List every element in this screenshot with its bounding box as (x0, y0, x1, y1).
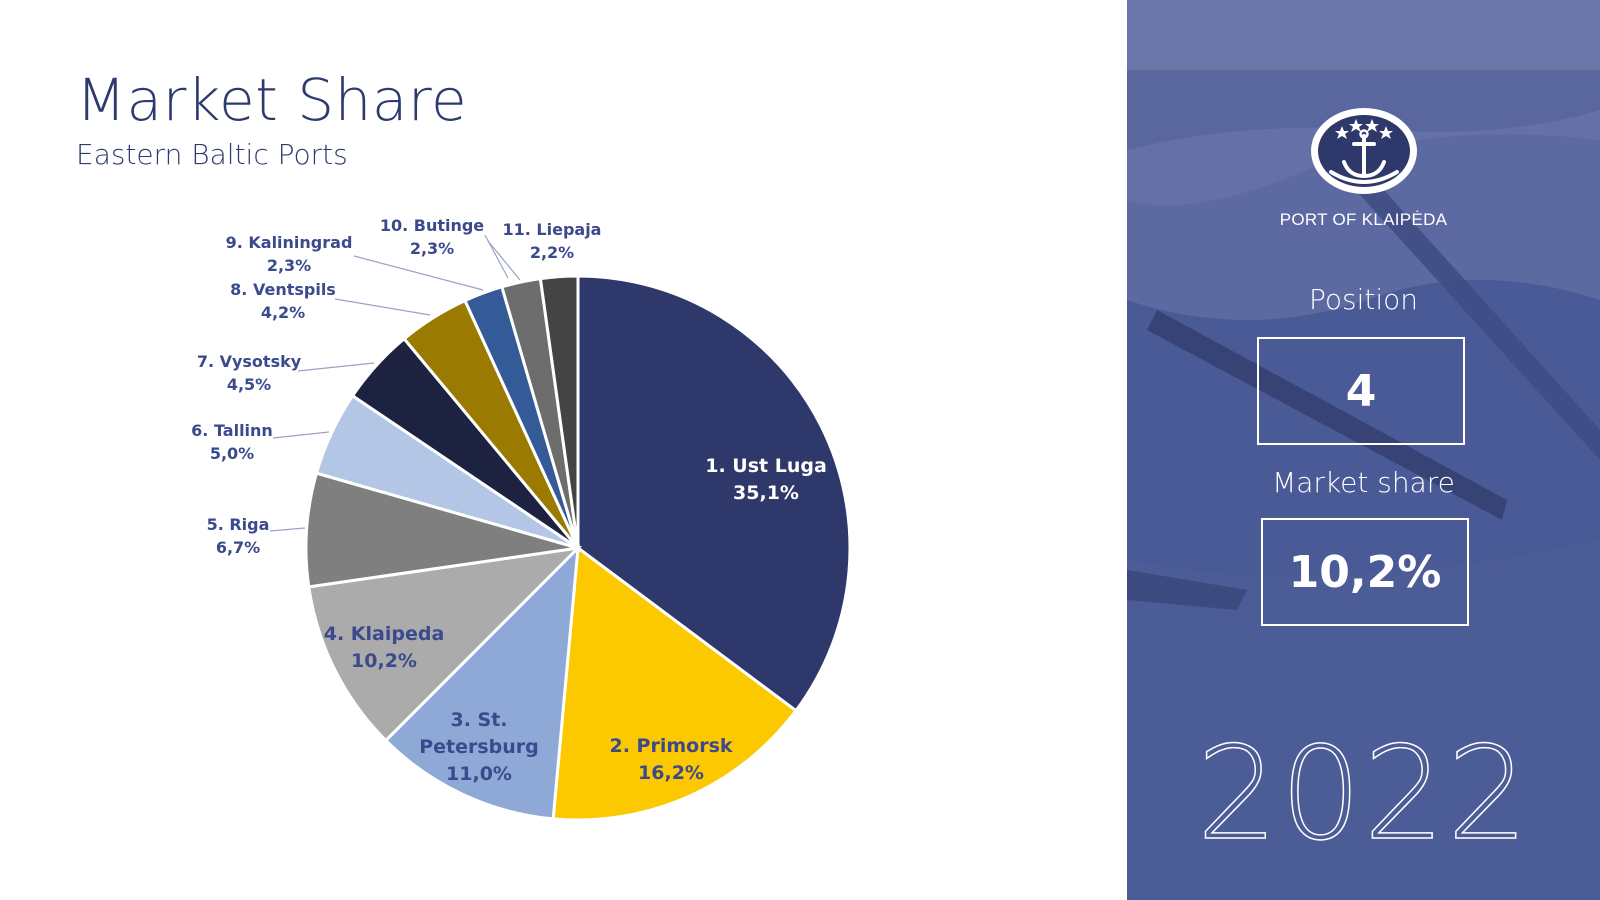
slice-label-7: 7. Vysotsky (197, 352, 302, 371)
slice-value-3: 11,0% (446, 763, 512, 785)
slice-label-8: 8. Ventspils (230, 280, 336, 299)
slice-label-11: 11. Liepaja (503, 220, 602, 239)
slice-value-9: 2,3% (267, 256, 311, 275)
leader-line-7 (297, 362, 375, 372)
leader-line-11 (487, 240, 521, 281)
position-value: 4 (1345, 365, 1377, 417)
slice-value-7: 4,5% (227, 375, 271, 394)
leader-line-6 (272, 431, 330, 439)
anchor-logo-icon (1310, 108, 1417, 194)
sidebar-panel: PORT OF KLAIPĖDA Position 4 Market share… (1127, 0, 1600, 900)
chart-panel: Market Share Eastern Baltic Ports 1. Ust… (76, 66, 852, 822)
slice-label-9: 9. Kaliningrad (226, 233, 353, 252)
harbor-photo-overlay (1127, 0, 1600, 900)
leader-line-5 (269, 527, 306, 532)
slice-label-4: 4. Klaipeda (324, 623, 445, 645)
port-logo (1127, 106, 1600, 200)
pie-slice-3 (383, 544, 580, 821)
pie-slice-1 (576, 274, 852, 713)
leader-line-8 (334, 298, 431, 316)
slice-value-1: 35,1% (733, 482, 799, 504)
slice-value-5: 6,7% (216, 538, 260, 557)
slice-value-2: 16,2% (638, 762, 704, 784)
page-title: Market Share (76, 66, 468, 134)
position-value-box: 4 (1257, 337, 1465, 445)
pie-slice-11 (538, 274, 580, 549)
market-share-value: 10,2% (1288, 546, 1442, 598)
pie-chart: 1. Ust Luga 35,1% 2. Primorsk 16,2% 3. St. Pe… (191, 216, 852, 822)
slice-value-10: 2,3% (410, 239, 454, 258)
year-display: 2022 (1196, 719, 1531, 870)
slice-label-2: 2. Primorsk (609, 735, 732, 757)
pie-slice-5 (304, 471, 579, 589)
slice-value-11: 2,2% (530, 243, 574, 262)
slice-value-6: 5,0% (210, 444, 254, 463)
slice-value-4: 10,2% (351, 650, 417, 672)
slice-value-8: 4,2% (261, 303, 305, 322)
leader-line-9 (353, 255, 484, 291)
slice-label-10: 10. Butinge (380, 216, 484, 235)
position-label: Position (1308, 283, 1419, 316)
page-subtitle: Eastern Baltic Ports (76, 138, 348, 171)
pie-slice-4 (307, 545, 583, 743)
slice-label-3: Petersburg (419, 736, 539, 758)
market-share-label: Market share (1272, 466, 1455, 499)
market-share-value-box: 10,2% (1261, 518, 1469, 626)
pie-slice-2 (551, 545, 799, 822)
slice-label-6: 6. Tallinn (191, 421, 273, 440)
slice-label-5: 5. Riga (207, 515, 270, 534)
slice-label-3: 3. St. (450, 709, 507, 731)
port-brand-name: PORT OF KLAIPĖDA (1279, 210, 1448, 229)
slice-label-1: 1. Ust Luga (705, 455, 827, 477)
